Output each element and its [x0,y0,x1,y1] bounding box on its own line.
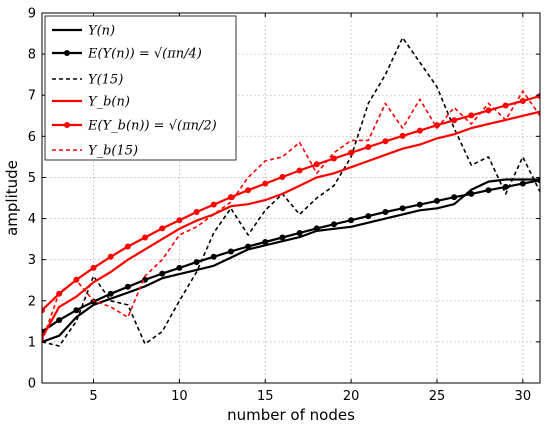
legend-label: Y_b(15) [88,144,138,159]
legend: Y(n) E(Y(n)) = √(πn/4) Y(15) Y_b(n) E(Y_b(n)… [44,15,237,161]
y-tick-label: 3 [28,253,36,268]
series-4-point [193,208,200,215]
x-tick-label: 20 [343,389,360,404]
series-4-point [365,144,372,151]
series-4-point [519,97,526,104]
series-1-point [210,253,217,260]
series-4-point [348,149,355,156]
series-1-point [313,225,320,232]
series-4-point [56,290,63,297]
series-1-point [245,243,252,250]
series-1-point [348,217,355,224]
series-4-point [159,225,166,232]
legend-marker [64,122,70,128]
series-4-point [451,117,458,124]
series-4-point [227,194,234,201]
series-4-point [382,138,389,145]
y-tick-label: 2 [28,294,36,309]
x-tick-label: 5 [89,389,97,404]
legend-label: Y(n) [88,24,115,39]
series-4-point [176,217,183,224]
series-1-point [399,205,406,212]
series-4-point [210,201,217,208]
series-1-point [262,238,269,245]
legend-box [44,15,237,161]
y-axis-title: amplitude [3,160,21,236]
ticks: 5 10 15 20 25 30 0 1 2 3 4 5 6 7 8 9 [28,7,540,404]
series-1-point [365,213,372,220]
series-4-point [73,276,80,283]
series-1-point [537,177,540,184]
y-tick-label: 9 [28,7,36,22]
series-4-point [399,132,406,139]
series-1-point [56,317,63,324]
legend-label: E(Y(n)) = √(πn/4) [87,47,202,62]
series-4-point [433,122,440,129]
series-line-1 [42,179,540,333]
series-line-3 [42,110,540,339]
legend-marker [64,50,70,56]
series-1-point [279,234,286,241]
plot-frame [41,12,541,384]
legend-label: Y_b(n) [88,95,130,110]
series-4-point [142,234,149,241]
series-1-point [227,248,234,255]
series-1-point [73,307,80,314]
series-4-point [279,174,286,181]
series-layer [42,36,540,347]
series-line-2 [42,36,540,347]
series-line-0 [42,178,540,343]
series-4-point [330,155,337,162]
series-1-point [433,197,440,204]
series-4-point [485,107,492,114]
series-1-point [176,264,183,271]
x-tick-label: 15 [257,389,274,404]
series-4-point [42,307,45,314]
series-1-point [485,187,492,194]
y-tick-label: 0 [28,377,36,392]
series-1-point [416,201,423,208]
series-1-point [451,194,458,201]
series-1-point [124,283,131,290]
y-tick-label: 8 [28,48,36,63]
series-1-point [330,221,337,228]
series-1-point [502,183,509,190]
series-4-point [296,167,303,174]
series-4-point [313,161,320,168]
series-line-5 [42,90,540,343]
series-4-point [107,253,114,260]
y-tick-label: 5 [28,171,36,186]
series-4-point [262,180,269,187]
series-1-point [468,190,475,197]
series-4-point [245,187,252,194]
y-tick-label: 1 [28,335,36,350]
series-4-point [416,127,423,134]
y-tick-label: 4 [28,212,36,227]
series-4-point [502,102,509,109]
series-1-point [519,180,526,187]
legend-label: E(Y_b(n)) = √(πn/2) [87,119,217,134]
series-4-point [90,264,97,271]
series-1-point [296,229,303,236]
y-tick-label: 6 [28,130,36,145]
legend-label: Y(15) [88,73,123,88]
series-4-point [537,93,540,100]
series-1-point [193,259,200,266]
x-tick-label: 30 [515,389,532,404]
series-4-point [468,112,475,119]
y-tick-label: 7 [28,89,36,104]
series-1-point [107,290,114,297]
series-4-point [124,243,131,250]
x-tick-label: 25 [429,389,446,404]
x-tick-label: 10 [171,389,188,404]
series-1-point [159,270,166,277]
x-axis-title: number of nodes [227,406,355,424]
series-1-point [382,208,389,215]
